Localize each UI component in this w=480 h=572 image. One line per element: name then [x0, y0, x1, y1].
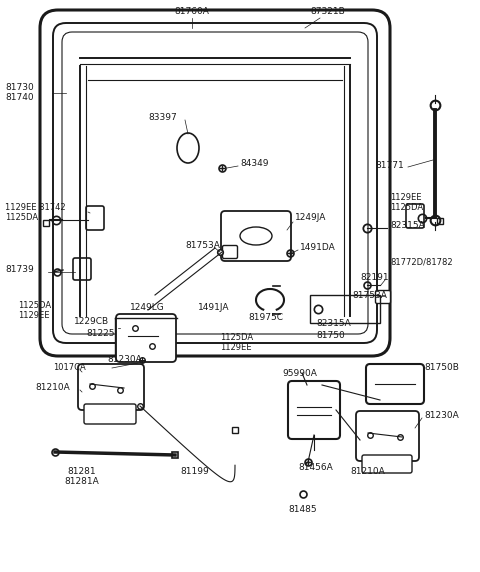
FancyBboxPatch shape: [288, 381, 340, 439]
Text: 1249LG: 1249LG: [130, 303, 165, 312]
Text: 1129EE 81742: 1129EE 81742: [5, 204, 66, 213]
Text: 1125DA: 1125DA: [18, 300, 51, 309]
Text: 81281A: 81281A: [65, 478, 99, 487]
FancyBboxPatch shape: [73, 258, 91, 280]
FancyBboxPatch shape: [116, 314, 176, 362]
Text: 81750: 81750: [316, 331, 345, 340]
Text: 81760A: 81760A: [175, 7, 209, 17]
FancyBboxPatch shape: [78, 364, 144, 410]
Text: 81730: 81730: [5, 84, 34, 93]
Text: 81225: 81225: [86, 328, 115, 337]
Ellipse shape: [240, 227, 272, 245]
Text: 81281: 81281: [68, 467, 96, 476]
Text: 95990A: 95990A: [283, 368, 317, 378]
Text: 87321B: 87321B: [310, 7, 345, 17]
Text: 81975C: 81975C: [248, 312, 283, 321]
FancyBboxPatch shape: [356, 411, 419, 461]
FancyBboxPatch shape: [406, 204, 424, 228]
Text: 1249JA: 1249JA: [295, 213, 326, 223]
FancyBboxPatch shape: [221, 211, 291, 261]
Text: 1125DA: 1125DA: [5, 213, 38, 223]
FancyBboxPatch shape: [53, 23, 377, 343]
Text: 81210A: 81210A: [350, 467, 385, 476]
Text: 81753A: 81753A: [185, 240, 220, 249]
Text: 84349: 84349: [240, 158, 268, 168]
Text: 1129EE: 1129EE: [18, 311, 49, 320]
Text: 1125DA: 1125DA: [390, 202, 423, 212]
Text: 82315A: 82315A: [390, 220, 425, 229]
Text: 1491DA: 1491DA: [300, 244, 336, 252]
Text: 81485: 81485: [288, 506, 317, 514]
Text: 81199: 81199: [180, 467, 209, 476]
FancyBboxPatch shape: [62, 32, 368, 334]
Text: 1491JA: 1491JA: [198, 303, 229, 312]
Text: 81230A: 81230A: [107, 356, 142, 364]
FancyBboxPatch shape: [362, 455, 412, 473]
Text: 81750B: 81750B: [424, 363, 459, 372]
Text: 81772D/81782: 81772D/81782: [390, 257, 453, 267]
FancyBboxPatch shape: [86, 206, 104, 230]
Text: 81230A: 81230A: [424, 411, 459, 419]
Text: 81753A: 81753A: [352, 291, 387, 300]
Text: 81739: 81739: [5, 265, 34, 275]
Text: 81771: 81771: [375, 161, 404, 169]
Text: 1125DA: 1125DA: [220, 332, 253, 341]
Text: 1017CA: 1017CA: [53, 363, 86, 372]
FancyBboxPatch shape: [223, 245, 238, 259]
Text: 83397: 83397: [148, 113, 177, 122]
Text: 82191: 82191: [360, 273, 389, 283]
FancyBboxPatch shape: [40, 10, 390, 356]
Text: 81456A: 81456A: [299, 463, 334, 472]
Text: 81740: 81740: [5, 93, 34, 102]
FancyBboxPatch shape: [84, 404, 136, 424]
FancyBboxPatch shape: [375, 291, 391, 304]
Ellipse shape: [177, 133, 199, 163]
Text: 1229CB: 1229CB: [74, 317, 109, 327]
Bar: [310, 295, 380, 323]
FancyBboxPatch shape: [366, 364, 424, 404]
Text: 1129EE: 1129EE: [220, 343, 252, 352]
Text: 81210A: 81210A: [35, 383, 70, 392]
Text: 82315A: 82315A: [316, 319, 351, 328]
Text: 1129EE: 1129EE: [390, 193, 421, 201]
